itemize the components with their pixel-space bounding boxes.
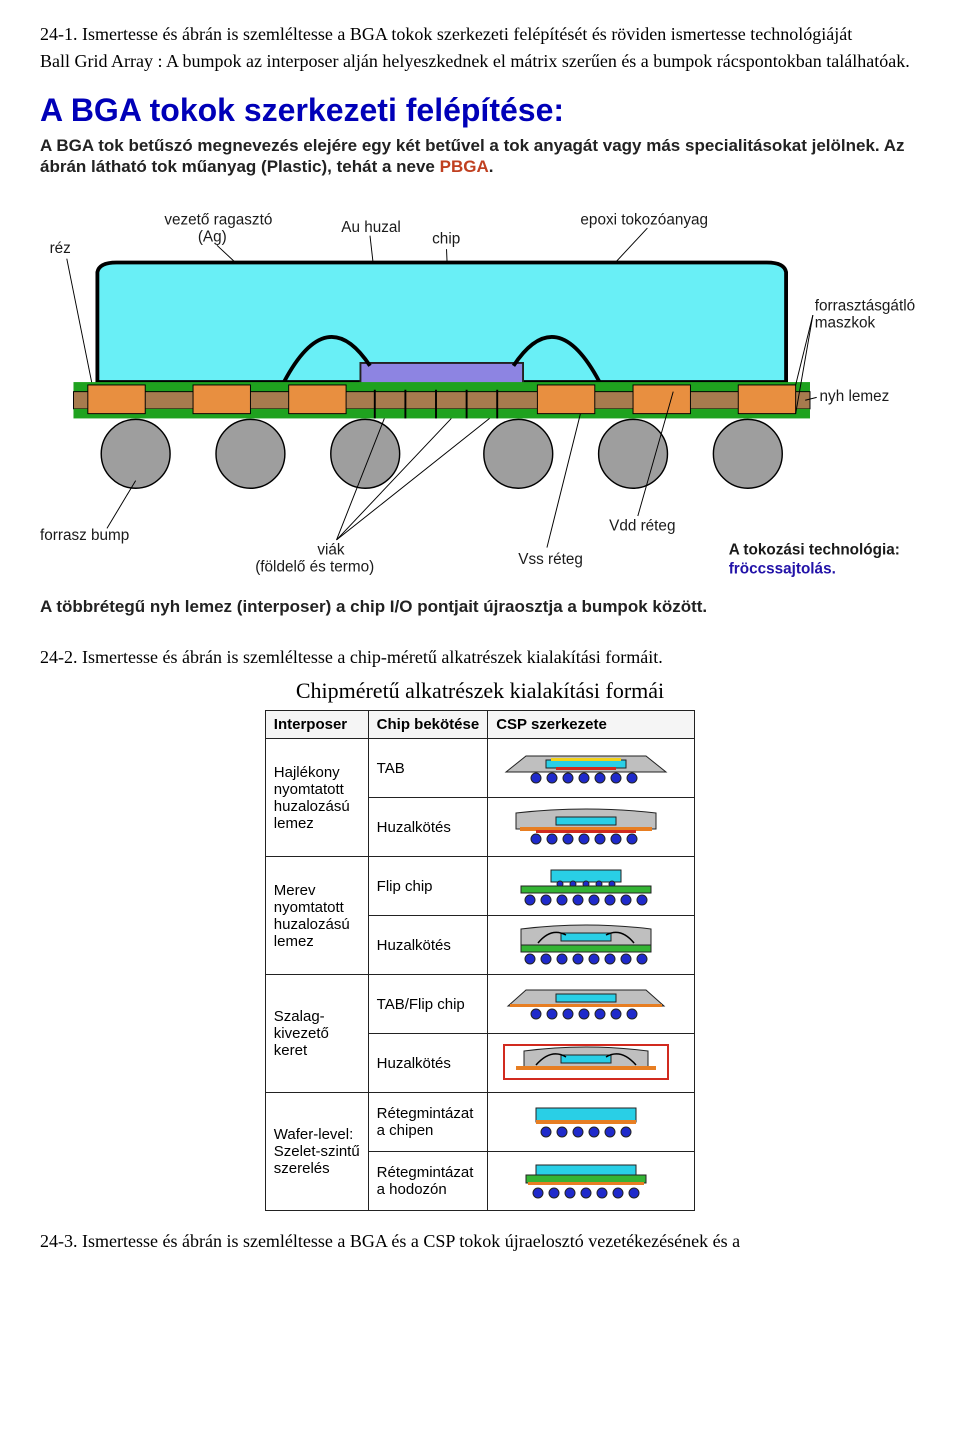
- label-epoxy: epoxi tokozóanyag: [580, 211, 708, 228]
- bga-sub-post: .: [489, 157, 494, 176]
- label-nyh: nyh lemez: [820, 388, 890, 405]
- solder-balls: [101, 419, 782, 488]
- table-row: Szalag-kivezetőkeretTAB/Flip chip: [265, 975, 694, 1034]
- table-row: Wafer-level:Szelet-szintűszerelésRétegmi…: [265, 1093, 694, 1152]
- chip-die: [360, 362, 523, 383]
- base-layer: [73, 391, 810, 408]
- label-vss: Vss réteg: [518, 550, 583, 567]
- label-bump: forrasz bump: [40, 526, 129, 543]
- bga-sub-hl: PBGA: [440, 157, 489, 176]
- csp-structure-cell: [488, 857, 695, 916]
- q2-title: 24-2. Ismertesse és ábrán is szemléltess…: [40, 647, 920, 668]
- bga-footer: A többrétegű nyh lemez (interposer) a ch…: [40, 597, 920, 617]
- csp-structure-cell: [488, 798, 695, 857]
- csp-structure-cell: [488, 739, 695, 798]
- label-soldermask-l2: maszkok: [815, 314, 876, 331]
- table-row: HajlékonynyomtatotthuzalozásúlemezTAB: [265, 739, 694, 798]
- q3-num: 24-3.: [40, 1231, 78, 1251]
- csp-structure-cell: [488, 1093, 695, 1152]
- q3-title: 24-3. Ismertesse és ábrán is szemléltess…: [40, 1231, 920, 1252]
- csp-structure-cell: [488, 916, 695, 975]
- label-via-l2: (földelő és termo): [255, 558, 374, 575]
- q2-text: Ismertesse és ábrán is szemléltesse a ch…: [82, 647, 663, 667]
- q1-text: Ismertesse és ábrán is szemléltesse a BG…: [82, 24, 852, 44]
- label-tech1: A tokozási technológia:: [729, 541, 900, 558]
- csp-structure-cell: [488, 975, 695, 1034]
- csp-bonding-cell: Huzalkötés: [368, 916, 488, 975]
- csp-h2: CSP szerkezete: [488, 711, 695, 739]
- label-chip: chip: [432, 230, 460, 247]
- q3-text: Ismertesse és ábrán is szemléltesse a BG…: [82, 1231, 740, 1251]
- csp-bonding-cell: Huzalkötés: [368, 1034, 488, 1093]
- csp-h0: Interposer: [265, 711, 368, 739]
- csp-bonding-cell: Flip chip: [368, 857, 488, 916]
- csp-interposer-cell: Merevnyomtatotthuzalozásúlemez: [265, 857, 368, 975]
- csp-interposer-cell: Wafer-level:Szelet-szintűszerelés: [265, 1093, 368, 1211]
- csp-h1: Chip bekötése: [368, 711, 488, 739]
- q1-para: Ball Grid Array : A bumpok az interposer…: [40, 51, 920, 72]
- csp-bonding-cell: Huzalkötés: [368, 798, 488, 857]
- csp-bonding-cell: Rétegmintázata chipen: [368, 1093, 488, 1152]
- label-adhesive-l1: vezető ragasztó: [164, 211, 272, 228]
- csp-structure-cell: [488, 1034, 695, 1093]
- bga-subtitle: A BGA tok betűszó megnevezés elejére egy…: [40, 135, 920, 178]
- csp-table: Interposer Chip bekötése CSP szerkezete …: [265, 710, 695, 1211]
- bga-cross-section-diagram: .lbl{font:16px Arial;fill:#1a1a1a;} .lbl…: [40, 186, 920, 588]
- label-rez: réz: [50, 239, 71, 256]
- soldermask-top: [73, 382, 810, 392]
- bga-title: A BGA tokok szerkezeti felépítése:: [40, 92, 920, 129]
- label-adhesive-l2: (Ag): [198, 228, 227, 245]
- label-soldermask-l1: forrasztásgátló: [815, 297, 915, 314]
- label-au: Au huzal: [341, 218, 401, 235]
- csp-structure-cell: [488, 1152, 695, 1211]
- table-row: MerevnyomtatotthuzalozásúlemezFlip chip: [265, 857, 694, 916]
- csp-interposer-cell: Szalag-kivezetőkeret: [265, 975, 368, 1093]
- label-via-l1: viák: [317, 541, 345, 558]
- csp-bonding-cell: TAB: [368, 739, 488, 798]
- label-tech2: fröccssajtolás.: [729, 560, 836, 577]
- csp-bonding-cell: TAB/Flip chip: [368, 975, 488, 1034]
- q1-title: 24-1. Ismertesse és ábrán is szemléltess…: [40, 24, 920, 45]
- q2-num: 24-2.: [40, 647, 78, 667]
- q1-num: 24-1.: [40, 24, 78, 44]
- csp-interposer-cell: Hajlékonynyomtatotthuzalozásúlemez: [265, 739, 368, 857]
- csp-bonding-cell: Rétegmintázata hodozón: [368, 1152, 488, 1211]
- soldermask-bot: [73, 408, 810, 418]
- csp-section-title: Chipméretű alkatrészek kialakítási formá…: [40, 678, 920, 704]
- label-vdd: Vdd réteg: [609, 517, 675, 534]
